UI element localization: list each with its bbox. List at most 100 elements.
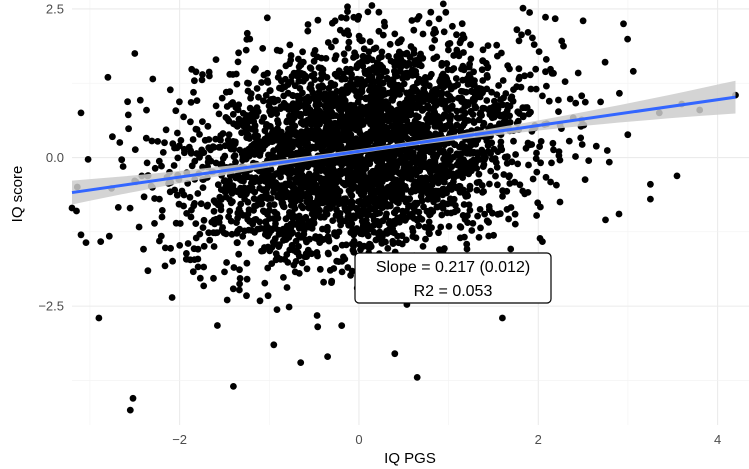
data-point xyxy=(253,148,261,156)
data-point xyxy=(488,88,495,96)
data-point xyxy=(542,56,550,63)
data-point xyxy=(317,175,325,183)
data-point xyxy=(290,107,297,115)
data-point xyxy=(284,129,292,137)
data-point xyxy=(439,205,447,212)
data-point xyxy=(173,191,181,199)
data-point xyxy=(565,137,573,145)
data-point xyxy=(402,236,410,244)
data-point xyxy=(187,213,195,221)
data-point xyxy=(367,93,374,100)
data-point xyxy=(484,148,492,156)
data-point xyxy=(428,70,435,78)
data-point xyxy=(516,110,523,117)
data-point xyxy=(495,82,502,89)
data-point xyxy=(305,223,313,231)
x-axis-title: IQ PGS xyxy=(384,450,436,467)
data-point xyxy=(104,73,112,81)
data-point xyxy=(353,81,361,88)
data-point xyxy=(506,180,514,187)
annotation-box xyxy=(354,252,552,304)
x-tick-label: 0 xyxy=(355,432,362,447)
data-point xyxy=(378,158,385,166)
data-point xyxy=(154,138,162,145)
data-point xyxy=(359,182,367,189)
data-point xyxy=(431,26,438,33)
data-point xyxy=(243,259,251,267)
data-point xyxy=(236,280,244,288)
data-point xyxy=(466,182,474,190)
data-point xyxy=(341,158,349,166)
data-point xyxy=(534,199,542,207)
data-point xyxy=(494,102,501,109)
data-point xyxy=(77,231,85,239)
data-point xyxy=(340,93,347,101)
data-point xyxy=(357,212,364,220)
data-point xyxy=(389,181,397,189)
data-point xyxy=(358,57,366,65)
data-point xyxy=(519,4,527,12)
data-point xyxy=(320,278,327,286)
data-point xyxy=(412,71,420,79)
data-point xyxy=(199,118,206,125)
tick-labels: −2 0 2 4 −2.5 0.0 2.5 xyxy=(38,1,721,447)
data-point xyxy=(498,49,505,57)
data-point xyxy=(149,75,157,83)
data-point xyxy=(506,102,514,110)
data-point xyxy=(647,180,654,188)
data-point xyxy=(295,219,302,227)
data-point xyxy=(418,197,426,205)
data-point xyxy=(436,148,444,156)
data-point xyxy=(478,112,485,119)
data-point xyxy=(161,244,169,252)
data-point xyxy=(328,175,335,183)
data-point xyxy=(406,195,414,203)
data-point xyxy=(532,155,540,163)
data-point xyxy=(226,207,234,215)
data-point xyxy=(307,85,315,93)
data-point xyxy=(289,92,296,99)
data-point xyxy=(419,30,427,38)
data-point xyxy=(525,141,533,149)
data-point xyxy=(406,172,414,180)
data-point xyxy=(459,174,466,182)
data-point xyxy=(428,162,435,170)
data-point xyxy=(221,268,228,276)
annotation-r2-text: R2 = 0.053 xyxy=(414,283,493,300)
data-point xyxy=(375,8,383,16)
data-point xyxy=(156,195,163,203)
data-point xyxy=(434,203,442,211)
data-point xyxy=(144,267,152,275)
data-point xyxy=(330,265,338,272)
data-point xyxy=(289,229,296,236)
data-point xyxy=(84,156,92,163)
data-point xyxy=(425,218,433,226)
data-point xyxy=(451,82,459,90)
data-point xyxy=(379,138,387,145)
data-point xyxy=(469,161,477,169)
data-point xyxy=(391,80,398,88)
data-point xyxy=(451,141,458,149)
data-point xyxy=(405,59,412,67)
data-point xyxy=(329,192,336,199)
data-point xyxy=(518,31,525,39)
data-point xyxy=(478,146,486,154)
data-point xyxy=(337,197,345,205)
data-point xyxy=(333,257,341,265)
data-point xyxy=(151,220,158,227)
data-point xyxy=(405,161,412,169)
data-point xyxy=(234,106,242,114)
data-point xyxy=(305,97,313,105)
data-point xyxy=(210,143,218,151)
data-point xyxy=(453,161,461,169)
data-point xyxy=(286,41,294,49)
data-point xyxy=(255,93,262,101)
data-point xyxy=(294,231,302,239)
data-point xyxy=(379,31,387,39)
data-point xyxy=(227,199,235,207)
data-point xyxy=(242,155,250,163)
data-point xyxy=(243,292,250,300)
data-point xyxy=(280,274,287,281)
data-point xyxy=(287,52,295,59)
data-point xyxy=(227,145,235,153)
